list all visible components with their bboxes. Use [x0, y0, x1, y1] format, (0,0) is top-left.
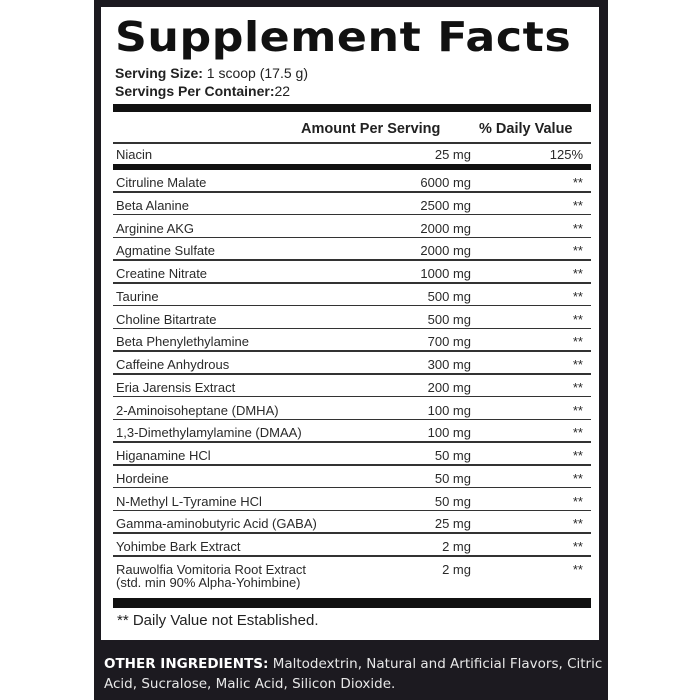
servings-per-container: Servings Per Container:22 — [115, 83, 290, 99]
ingredient-amount: 50 mg — [434, 448, 471, 463]
ingredient-amount: 300 mg — [427, 357, 471, 372]
ingredient-amount: 200 mg — [427, 379, 471, 395]
divider — [113, 464, 591, 466]
ingredient-amount: 100 mg — [427, 402, 471, 418]
ingredient-daily-value: ** — [572, 470, 583, 486]
ingredient-amount: 2500 mg — [420, 197, 471, 213]
ingredient-daily-value: ** — [572, 516, 583, 532]
ingredient-amount: 2 mg — [442, 561, 471, 577]
divider-thick — [113, 104, 591, 112]
divider — [113, 191, 591, 193]
ingredient-name: Hordeine — [116, 470, 169, 486]
ingredient-amount: 6000 mg — [420, 175, 471, 190]
ingredient-amount: 500 mg — [427, 288, 471, 304]
servings-per-container-value: 22 — [274, 83, 291, 99]
ingredient-daily-value: 125% — [549, 147, 583, 162]
divider — [113, 373, 591, 375]
ingredient-subname: (std. min 90% Alpha-Yohimbine) — [116, 574, 301, 590]
ingredient-amount: 25 mg — [434, 147, 471, 162]
divider — [113, 259, 591, 261]
ingredient-daily-value: ** — [572, 539, 583, 554]
serving-size-value: 1 scoop (17.5 g) — [202, 65, 308, 81]
ingredient-amount: 2 mg — [442, 539, 471, 554]
divider — [113, 509, 591, 511]
ingredient-amount: 2000 mg — [420, 243, 471, 259]
ingredient-amount: 700 mg — [427, 334, 471, 350]
ingredient-daily-value: ** — [572, 197, 583, 213]
divider — [113, 395, 591, 398]
ingredient-daily-value: ** — [572, 334, 583, 350]
ingredient-name: Creatine Nitrate — [116, 266, 208, 281]
other-ingredients-value: Maltodextrin, Natural and Artificial Fla… — [104, 656, 603, 692]
ingredient-name: Rauwolfia Vomitoria Root Extract — [116, 561, 307, 577]
supplement-facts-panel: Supplement Facts Serving Size: 1 scoop (… — [101, 7, 599, 640]
ingredient-daily-value: ** — [572, 493, 583, 509]
divider-thick — [113, 598, 591, 608]
ingredient-name: 2-Aminoisoheptane (DMHA) — [116, 402, 279, 418]
ingredient-daily-value: ** — [572, 220, 583, 236]
divider-thick — [113, 164, 591, 170]
ingredient-name: Agmatine Sulfate — [116, 243, 216, 259]
ingredient-name: Higanamine HCl — [116, 448, 211, 463]
ingredient-daily-value: ** — [572, 425, 583, 441]
serving-size-label: Serving Size: — [115, 65, 203, 81]
ingredient-name: Gamma-aminobutyric Acid (GABA) — [116, 516, 317, 532]
ingredient-daily-value: ** — [572, 243, 583, 259]
divider — [113, 555, 591, 557]
ingredient-name: Yohimbe Bark Extract — [116, 539, 241, 554]
divider — [113, 213, 591, 216]
ingredient-daily-value: ** — [572, 448, 583, 463]
ingredient-daily-value: ** — [572, 402, 583, 418]
divider — [113, 441, 591, 443]
ingredient-name: Taurine — [116, 288, 159, 304]
ingredient-name: 1,3-Dimethylamylamine (DMAA) — [116, 425, 302, 441]
divider — [113, 282, 591, 284]
divider — [113, 418, 591, 420]
ingredient-daily-value: ** — [572, 379, 583, 395]
ingredient-daily-value: ** — [572, 288, 583, 304]
column-header-daily-value: % Daily Value — [479, 121, 573, 137]
footnote: ** Daily Value not Established. — [117, 612, 319, 629]
ingredient-daily-value: ** — [572, 175, 583, 190]
serving-size: Serving Size: 1 scoop (17.5 g) — [115, 65, 308, 81]
ingredient-amount: 1000 mg — [420, 266, 471, 281]
other-ingredients-label: OTHER INGREDIENTS: — [104, 656, 269, 672]
ingredient-amount: 2000 mg — [420, 220, 471, 236]
divider — [113, 304, 591, 307]
ingredient-name: N-Methyl L-Tyramine HCl — [116, 493, 262, 509]
ingredient-name: Niacin — [116, 147, 153, 162]
divider — [113, 350, 591, 352]
ingredient-daily-value: ** — [572, 357, 583, 372]
ingredient-daily-value: ** — [572, 561, 583, 577]
ingredient-name: Caffeine Anhydrous — [116, 357, 230, 372]
ingredient-name: Choline Bitartrate — [116, 311, 217, 327]
column-header-amount: Amount Per Serving — [301, 121, 441, 137]
divider — [113, 142, 591, 144]
ingredient-amount: 50 mg — [434, 470, 471, 486]
divider — [113, 327, 591, 329]
ingredient-name: Eria Jarensis Extract — [116, 379, 236, 395]
ingredient-name: Beta Phenylethylamine — [116, 334, 249, 350]
servings-per-container-label: Servings Per Container: — [115, 83, 275, 99]
ingredient-amount: 25 mg — [434, 516, 471, 532]
ingredient-name: Beta Alanine — [116, 197, 190, 213]
ingredient-name: Arginine AKG — [116, 220, 195, 236]
ingredient-daily-value: ** — [572, 311, 583, 327]
ingredient-amount: 100 mg — [427, 425, 471, 441]
label-title: Supplement Facts — [115, 13, 572, 61]
ingredient-name: Citruline Malate — [116, 175, 207, 190]
divider — [113, 486, 591, 489]
other-ingredients: OTHER INGREDIENTS: Maltodextrin, Natural… — [104, 654, 614, 694]
divider — [113, 236, 591, 238]
divider — [113, 532, 591, 534]
ingredient-amount: 500 mg — [427, 311, 471, 327]
ingredient-daily-value: ** — [572, 266, 583, 281]
ingredient-amount: 50 mg — [434, 493, 471, 509]
